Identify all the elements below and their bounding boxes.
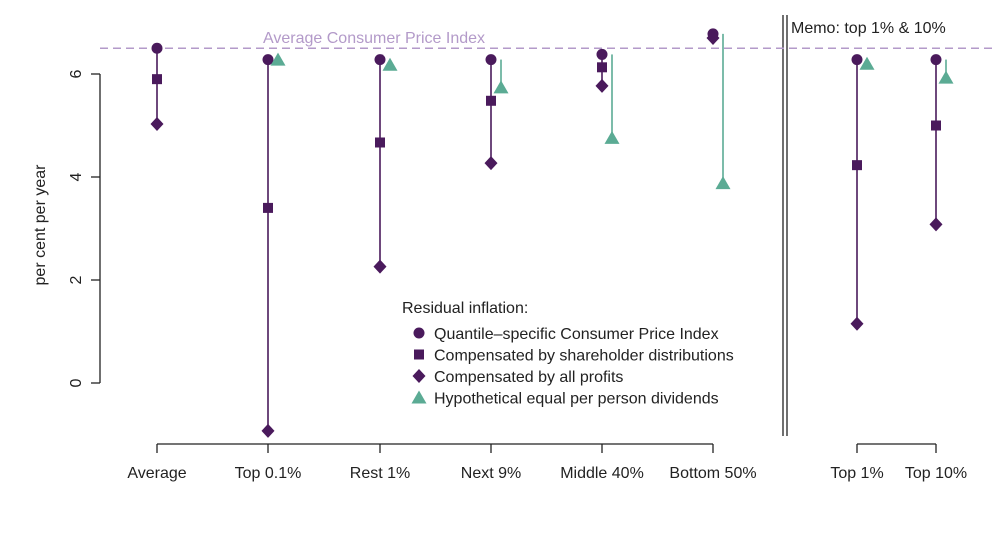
- data-point-triangle: [270, 52, 286, 66]
- data-point-square: [931, 120, 941, 131]
- x-tick-label: Rest 1%: [350, 465, 410, 482]
- legend-marker-circle: [413, 327, 425, 339]
- data-point-circle: [851, 54, 863, 66]
- data-point-triangle: [715, 176, 731, 190]
- data-point-diamond: [929, 217, 943, 232]
- x-tick-label: Next 9%: [461, 465, 521, 482]
- data-point-square: [263, 202, 273, 213]
- data-point-diamond: [150, 116, 164, 131]
- data-points: [150, 28, 954, 438]
- legend-title: Residual inflation:: [402, 300, 528, 317]
- legend-label: Compensated by all profits: [434, 369, 623, 386]
- x-tick-label: Average: [127, 465, 186, 482]
- data-point-diamond: [706, 30, 720, 45]
- data-point-triangle: [859, 56, 875, 70]
- legend-label: Compensated by shareholder distributions: [434, 348, 734, 365]
- x-tick-label: Top 1%: [830, 465, 883, 482]
- data-point-circle: [262, 54, 274, 66]
- reference-line-group: Average Consumer Price Index: [100, 30, 993, 50]
- data-point-circle: [596, 48, 608, 60]
- data-point-triangle: [493, 80, 509, 94]
- y-tick-label: 6: [68, 69, 85, 78]
- data-point-circle: [151, 42, 163, 54]
- x-tick-label: Middle 40%: [560, 465, 644, 482]
- legend-label: Quantile–specific Consumer Price Index: [434, 326, 719, 343]
- y-tick-label: 4: [68, 172, 85, 181]
- y-tick-label: 0: [68, 378, 85, 387]
- data-point-circle: [374, 54, 386, 66]
- y-tick-label: 2: [68, 275, 85, 284]
- data-point-circle: [930, 54, 942, 66]
- memo-label: Memo: top 1% & 10%: [791, 20, 946, 37]
- data-point-diamond: [261, 423, 275, 438]
- legend-marker-triangle: [411, 390, 427, 404]
- data-point-square: [375, 137, 385, 148]
- legend: Residual inflation: Quantile–specific Con…: [402, 300, 734, 408]
- x-tick-label: Bottom 50%: [669, 465, 756, 482]
- data-point-triangle: [938, 70, 954, 84]
- data-point-diamond: [595, 78, 609, 93]
- axes: 0 2 4 6 per cent per year Average Top 0.1% Rest…: [32, 15, 967, 482]
- data-point-square: [597, 62, 607, 73]
- data-point-triangle: [604, 130, 620, 144]
- data-point-diamond: [850, 316, 864, 331]
- legend-marker-diamond: [412, 369, 426, 383]
- data-point-diamond: [484, 156, 498, 171]
- data-point-square: [852, 160, 862, 171]
- legend-label: Hypothetical equal per person dividends: [434, 391, 719, 408]
- stems: [156, 33, 947, 431]
- data-point-circle: [485, 54, 497, 66]
- legend-marker-square: [414, 349, 424, 360]
- data-point-square: [486, 95, 496, 106]
- y-axis-title: per cent per year: [32, 164, 49, 286]
- data-point-triangle: [382, 57, 398, 71]
- x-tick-label: Top 10%: [905, 465, 967, 482]
- reference-line-label: Average Consumer Price Index: [263, 30, 485, 47]
- data-point-diamond: [373, 259, 387, 274]
- x-tick-label: Top 0.1%: [235, 465, 302, 482]
- data-point-square: [152, 74, 162, 85]
